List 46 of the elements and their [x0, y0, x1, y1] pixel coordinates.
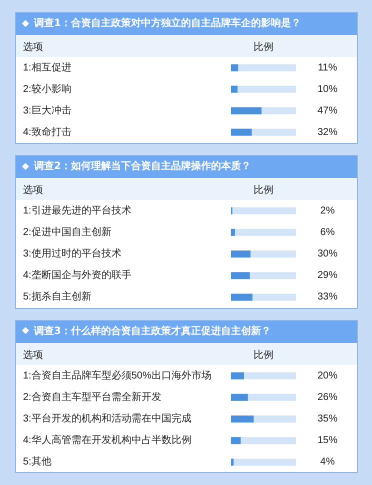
- y-axis-title: 选项: [23, 184, 43, 197]
- chart-title: 调查3：什么样的合资自主政策才真正促进自主创新？: [34, 326, 271, 336]
- bar: [231, 86, 238, 93]
- y-tick-label: 1:合资自主品牌车型必须50%出口海外市场: [23, 368, 212, 381]
- text: 调查2：如何理解当下合资自主品牌操作的本质？: [34, 161, 251, 172]
- bar: [231, 272, 250, 280]
- x-axis-title: 比例: [254, 40, 274, 54]
- bar: [231, 458, 234, 466]
- data-label: 29%: [317, 270, 338, 282]
- bar: [231, 228, 235, 236]
- data-label: 10%: [317, 84, 338, 95]
- y-tick-label: 5:其他: [23, 455, 52, 468]
- y-tick-label: 3:平台开发的机构和活动需在中国完成: [23, 412, 192, 424]
- y-tick-label: 1:相互促进: [23, 61, 72, 74]
- bar: [231, 393, 248, 400]
- y-tick-label: 3:使用过时的平台技术: [23, 248, 122, 260]
- y-tick-label: 2:合资自主车型平台需全新开发: [23, 390, 162, 402]
- bar: [231, 372, 244, 379]
- chart-title: 调查1：合资自主政策对中方独立的自主品牌车企的影响是？: [34, 18, 301, 29]
- data-label: 47%: [317, 105, 338, 116]
- x-axis-title: 比例: [254, 184, 274, 197]
- data-label: 6%: [320, 226, 335, 238]
- bar: [231, 64, 238, 72]
- data-label: 20%: [317, 370, 338, 381]
- bar: [231, 436, 241, 444]
- data-label: 11%: [318, 62, 338, 74]
- y-axis-title: 选项: [23, 348, 43, 362]
- y-tick-label: 1:引进最先进的平台技术: [23, 204, 132, 216]
- data-label: 4%: [320, 456, 335, 468]
- x-axis-title: 比例: [254, 348, 274, 362]
- y-tick-label: 4:华人高管需在开发机构中占半数比例: [23, 434, 192, 446]
- y-tick-label: 4:垄断国企与外资的联手: [23, 269, 132, 282]
- data-label: 30%: [317, 248, 338, 260]
- data-label: 15%: [317, 434, 338, 446]
- y-tick-label: 5:扼杀自主创新: [23, 290, 92, 303]
- data-label: 35%: [317, 413, 338, 424]
- y-axis-title: 选项: [23, 40, 43, 54]
- bar: [231, 128, 252, 136]
- y-tick-label: 3:巨大冲击: [23, 104, 72, 116]
- data-label: 32%: [317, 126, 338, 138]
- y-tick-label: 2:较小影响: [23, 82, 72, 95]
- y-tick-label: 2:促进中国自主创新: [23, 226, 112, 238]
- data-label: 26%: [317, 391, 338, 402]
- y-tick-label: 4:致命打击: [23, 126, 72, 138]
- data-label: 2%: [320, 205, 335, 216]
- data-label: 33%: [317, 292, 338, 303]
